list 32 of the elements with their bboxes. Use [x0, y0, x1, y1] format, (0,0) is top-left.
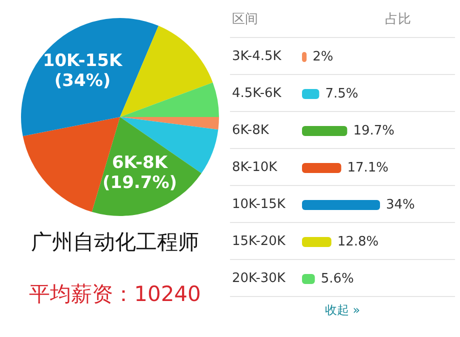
y-tick-label: 4.5K-6K	[232, 86, 282, 101]
data-label: (34%)	[54, 70, 111, 91]
bar	[302, 274, 315, 284]
data-label: 5.6%	[320, 272, 354, 286]
data-label: 2%	[312, 50, 334, 64]
text: 占比	[385, 11, 411, 28]
text: 广州自动化工程师	[30, 229, 200, 256]
data-label: (19.7%)	[102, 173, 178, 194]
bar	[302, 89, 320, 99]
bar	[302, 237, 332, 247]
bar	[302, 163, 342, 173]
pie-slice	[120, 117, 219, 130]
y-tick-label: 10K-15K	[232, 197, 286, 212]
y-tick-label: 15K-20K	[232, 234, 286, 249]
text: 平均薪资：10240	[28, 281, 202, 308]
y-tick-label: 20K-30K	[232, 271, 286, 286]
pie-slice	[21, 18, 159, 136]
data-label: 17.1%	[347, 160, 389, 176]
slice-label: 10K-15K	[42, 50, 123, 71]
data-label: 7.5%	[325, 86, 358, 102]
data-label: 12.8%	[337, 234, 379, 250]
text: 收起 »	[324, 302, 362, 319]
y-tick-label: 8K-10K	[232, 160, 278, 175]
pie-slice	[120, 82, 219, 117]
data-label: 34%	[386, 198, 415, 212]
text: 区间	[232, 11, 258, 28]
data-label: 19.7%	[353, 124, 395, 138]
bar	[302, 126, 348, 136]
y-tick-label: 3K-4.5K	[232, 49, 282, 64]
slice-label: 6K-8K	[112, 153, 168, 174]
bar	[302, 200, 380, 210]
y-tick-label: 6K-8K	[232, 123, 270, 138]
